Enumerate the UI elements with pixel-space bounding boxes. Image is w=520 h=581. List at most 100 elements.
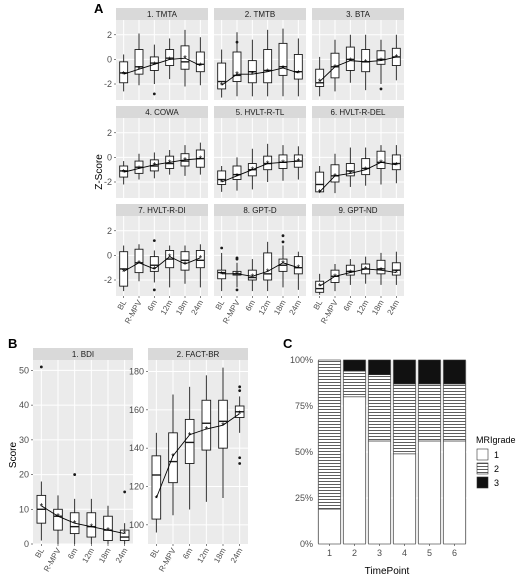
boxplot bbox=[376, 252, 386, 285]
y-tick-label: 25% bbox=[295, 493, 313, 503]
box-iqr bbox=[149, 256, 159, 272]
plot-background bbox=[312, 118, 404, 198]
boxplot bbox=[119, 490, 130, 544]
boxplot bbox=[134, 33, 144, 86]
mean-marker: * bbox=[266, 67, 270, 77]
bar-segment-grade-3 bbox=[443, 359, 466, 385]
facet-title: 5. HVLT-R-TL bbox=[236, 108, 285, 117]
box-iqr bbox=[376, 150, 386, 169]
mean-marker: * bbox=[281, 158, 285, 168]
outlier-point bbox=[235, 257, 239, 261]
box-iqr bbox=[86, 512, 97, 538]
x-tick-label: 18m bbox=[174, 298, 190, 316]
box-iqr bbox=[184, 418, 195, 464]
outlier-point bbox=[238, 389, 242, 393]
x-tick-label: BL bbox=[116, 298, 129, 311]
x-tick-label: 24m bbox=[189, 298, 205, 316]
x-tick-label: 6m bbox=[244, 298, 258, 312]
mean-marker: * bbox=[238, 409, 242, 419]
plot-background bbox=[148, 360, 248, 544]
mean-marker: * bbox=[297, 157, 301, 167]
mean-marker: * bbox=[205, 425, 209, 435]
x-tick-label: 12m bbox=[355, 298, 371, 316]
legend-swatch-3 bbox=[476, 476, 489, 489]
bar-segment-grade-3 bbox=[418, 359, 441, 385]
bar-segment-grade-2 bbox=[418, 383, 441, 442]
legend-label-2: 2 bbox=[494, 464, 499, 474]
mean-marker: * bbox=[266, 267, 270, 277]
boxplot bbox=[391, 145, 401, 184]
y-tick-label: 2 bbox=[107, 226, 112, 236]
facet-panel: 9. GPT-ND** * * * *BLR-MPV 6m 12m 18m 24m bbox=[312, 204, 404, 325]
box-iqr bbox=[217, 269, 227, 280]
x-tick-label: 6m bbox=[66, 546, 80, 560]
plot-background bbox=[33, 360, 133, 544]
mean-trend-line bbox=[221, 262, 299, 277]
mean-marker: * bbox=[56, 512, 60, 522]
mean-marker: * bbox=[171, 451, 175, 461]
x-tick-label: 2 bbox=[352, 548, 357, 558]
boxplot bbox=[315, 166, 325, 194]
legend-label-3: 3 bbox=[494, 478, 499, 488]
facet-title: 8. GPT-D bbox=[243, 206, 277, 215]
box-iqr bbox=[180, 45, 190, 70]
mean-marker: * bbox=[235, 269, 239, 279]
mean-marker: * bbox=[199, 154, 203, 164]
legend-label-1: 1 bbox=[494, 450, 499, 460]
mean-marker: * bbox=[333, 272, 337, 282]
mean-marker: * bbox=[251, 272, 255, 282]
x-tick-label: 24m bbox=[114, 546, 130, 564]
y-tick-label: 40 bbox=[19, 400, 29, 410]
mean-marker: * bbox=[379, 158, 383, 168]
boxplot bbox=[218, 367, 228, 498]
outlier-point bbox=[379, 87, 383, 91]
boxplot bbox=[232, 32, 242, 97]
x-tick-label: 12m bbox=[257, 298, 273, 316]
boxplot bbox=[345, 34, 355, 83]
boxplot bbox=[234, 385, 245, 465]
mean-marker: * bbox=[349, 169, 353, 179]
facet-title: 7. HVLT-R-DI bbox=[138, 206, 185, 215]
x-tick-label: 5 bbox=[427, 548, 432, 558]
x-tick-label: BL bbox=[214, 298, 227, 311]
boxplot bbox=[184, 386, 195, 510]
x-tick-label: 24m bbox=[385, 298, 401, 316]
facet-title: 2. FACT-BR bbox=[177, 350, 220, 359]
boxplot bbox=[217, 49, 227, 98]
boxplot bbox=[247, 39, 257, 97]
bar-segment-grade-2 bbox=[368, 374, 391, 442]
boxplot bbox=[345, 259, 355, 285]
panel-b-y-axis-title: Score bbox=[8, 442, 19, 469]
outlier-point bbox=[281, 240, 285, 244]
mean-marker: * bbox=[90, 522, 94, 532]
mean-marker: * bbox=[379, 56, 383, 66]
x-tick-label: 12m bbox=[195, 546, 211, 564]
x-tick-label: 18m bbox=[97, 546, 113, 564]
mean-trend-line bbox=[319, 56, 397, 82]
boxplot bbox=[315, 56, 325, 97]
facet-panel: 7. HVLT-R-DI-202******BLR-MPV 6m 12m 18m 24m bbox=[104, 204, 208, 325]
y-tick-label: 50 bbox=[19, 365, 29, 375]
mean-marker: * bbox=[297, 263, 301, 273]
bar-segment-grade-3 bbox=[368, 359, 391, 376]
plot-background bbox=[312, 216, 404, 296]
facet-strip bbox=[312, 106, 404, 118]
boxplot bbox=[201, 375, 212, 502]
facet-strip bbox=[116, 204, 208, 216]
boxplot bbox=[180, 29, 190, 87]
outlier-point bbox=[152, 239, 156, 243]
x-tick-label: 4 bbox=[402, 548, 407, 558]
mean-marker: * bbox=[266, 159, 270, 169]
bar-segment-grade-1 bbox=[393, 453, 416, 545]
boxplot bbox=[180, 245, 190, 284]
x-tick-label: 1 bbox=[327, 548, 332, 558]
x-tick-label: 12m bbox=[80, 546, 96, 564]
mean-marker: * bbox=[395, 160, 399, 170]
legend-title: MRIgrade bbox=[476, 435, 516, 445]
facet-strip bbox=[33, 348, 133, 360]
mean-trend-line bbox=[155, 413, 240, 499]
boxplot bbox=[165, 38, 175, 80]
box-iqr bbox=[201, 399, 212, 451]
boxplot bbox=[53, 495, 63, 544]
